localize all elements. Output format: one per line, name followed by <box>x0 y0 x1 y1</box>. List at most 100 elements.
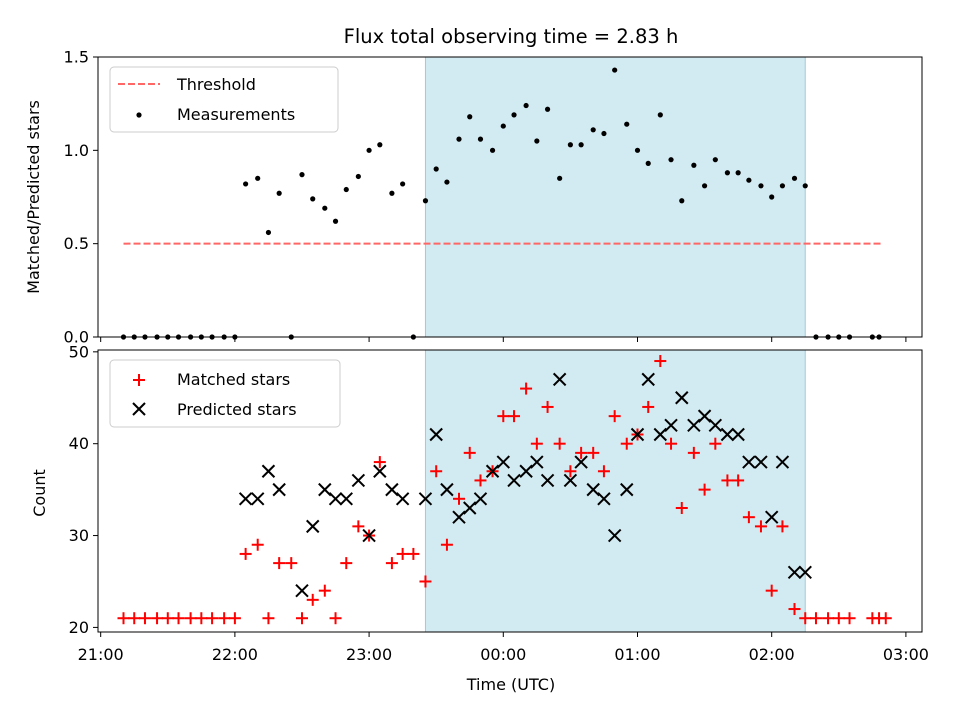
predicted-star-point <box>798 565 812 580</box>
measurement-point <box>332 218 339 224</box>
predicted-star-point <box>250 492 265 506</box>
predicted-legend-swatch <box>132 402 146 416</box>
top-y-tick-label: 1.5 <box>64 48 89 67</box>
matched-star-point <box>709 437 722 450</box>
x-tick-label: 21:00 <box>78 645 124 664</box>
top-shaded-span <box>424 56 806 338</box>
top-y-tick-label: 0.0 <box>64 328 89 347</box>
measurement-point <box>578 142 584 148</box>
predicted-star-point <box>742 455 756 469</box>
matched-star-point <box>832 612 845 625</box>
bottom-panel: 20 30 40 50 21:00 22:00 23:00 00:00 01:00 02:00 0… <box>30 342 929 694</box>
matched-star-point <box>352 520 365 533</box>
top-x-ticks <box>100 337 907 342</box>
bottom-y-axis-label: Count <box>30 469 49 517</box>
predicted-star-point <box>373 464 387 478</box>
predicted-star-point <box>418 492 433 506</box>
measurement-point <box>422 198 429 204</box>
matched-star-point <box>228 612 241 625</box>
predicted-star-point <box>620 482 634 497</box>
measurement-point <box>612 67 618 73</box>
matched-star-point <box>732 474 745 487</box>
measurement-point <box>444 179 450 185</box>
matched-star-point <box>822 612 835 625</box>
predicted-star-point <box>586 482 600 497</box>
predicted-star-point <box>496 455 510 469</box>
measurement-point <box>534 138 540 144</box>
measurement-point <box>544 106 551 112</box>
matched-star-point <box>373 456 386 469</box>
top-y-axis-label: Matched/Predicted stars <box>24 100 43 294</box>
matched-star-point <box>440 538 453 551</box>
top-legend: Threshold Measurements <box>109 66 339 133</box>
top-legend-box <box>109 66 339 133</box>
predicted-star-point <box>775 455 790 469</box>
predicted-star-point <box>664 418 678 433</box>
measurement-point <box>500 123 506 129</box>
measurement-point <box>433 166 439 172</box>
matched-star-point <box>151 612 164 625</box>
top-marks <box>120 67 884 340</box>
matched-star-point <box>879 612 892 625</box>
measurement-point <box>389 190 395 196</box>
matched-star-point <box>172 612 185 625</box>
matched-star-point <box>587 446 600 459</box>
measurement-point <box>265 229 272 236</box>
bot-y-tick-label: 50 <box>69 342 89 361</box>
matched-star-point <box>474 474 487 487</box>
predicted-star-point <box>720 427 735 442</box>
bot-y-tick-label: 30 <box>69 526 89 545</box>
matched-star-point <box>306 593 319 606</box>
measurement-point <box>557 175 563 181</box>
predicted-star-point <box>261 464 276 478</box>
top-panel: 0.0 0.5 1.0 1.5 Flux total observing time =… <box>24 25 923 347</box>
measurement-point <box>243 181 249 187</box>
bot-y-tick-label: 40 <box>69 434 89 453</box>
matched-star-point <box>597 465 610 478</box>
matched-star-point <box>285 557 298 570</box>
bottom-legend: Matched stars Predicted stars <box>109 359 341 428</box>
predicted-star-point <box>238 492 253 506</box>
bottom-y-ticks: 20 30 40 50 <box>69 342 98 637</box>
predicted-star-point <box>295 583 309 598</box>
matched-star-point <box>721 474 734 487</box>
matched-star-point <box>843 612 856 625</box>
measurement-point <box>624 121 630 127</box>
measurement-point <box>791 175 798 181</box>
predicted-star-point <box>540 473 555 488</box>
matched-legend-swatch <box>133 374 145 386</box>
measurement-point <box>601 130 607 137</box>
measurement-point <box>400 181 406 187</box>
matched-star-point <box>754 520 767 533</box>
measurement-point <box>310 196 316 202</box>
matched-star-point <box>138 612 151 625</box>
measurement-point <box>523 102 529 109</box>
matched-star-point <box>698 483 711 496</box>
predicted-star-point <box>328 492 343 506</box>
matched-star-point <box>340 557 353 570</box>
measurement-point <box>511 112 517 118</box>
measurement-point <box>724 170 731 176</box>
predicted-star-point <box>764 510 779 524</box>
predicted-star-point <box>485 464 500 478</box>
predicted-star-point <box>339 492 353 506</box>
matched-star-point <box>687 446 700 459</box>
matched-star-point <box>463 446 476 459</box>
bot-y-tick-label: 20 <box>69 618 89 637</box>
measurement-point <box>276 190 282 196</box>
matched-star-point <box>385 557 398 570</box>
matched-star-point <box>765 584 778 597</box>
measurement-point <box>645 160 651 166</box>
predicted-star-point <box>563 473 578 488</box>
matched-star-point <box>541 400 554 413</box>
predicted-star-point <box>519 464 533 478</box>
top-y-tick-label: 1.0 <box>64 141 89 160</box>
matched-star-point <box>184 612 197 625</box>
measurements-legend-label: Measurements <box>177 105 295 124</box>
predicted-star-point <box>385 482 399 497</box>
predicted-star-point <box>687 418 701 433</box>
matched-star-point <box>564 465 577 478</box>
predicted-star-point <box>708 418 723 433</box>
predicted-star-point <box>452 510 466 524</box>
matched-star-point <box>251 538 264 551</box>
